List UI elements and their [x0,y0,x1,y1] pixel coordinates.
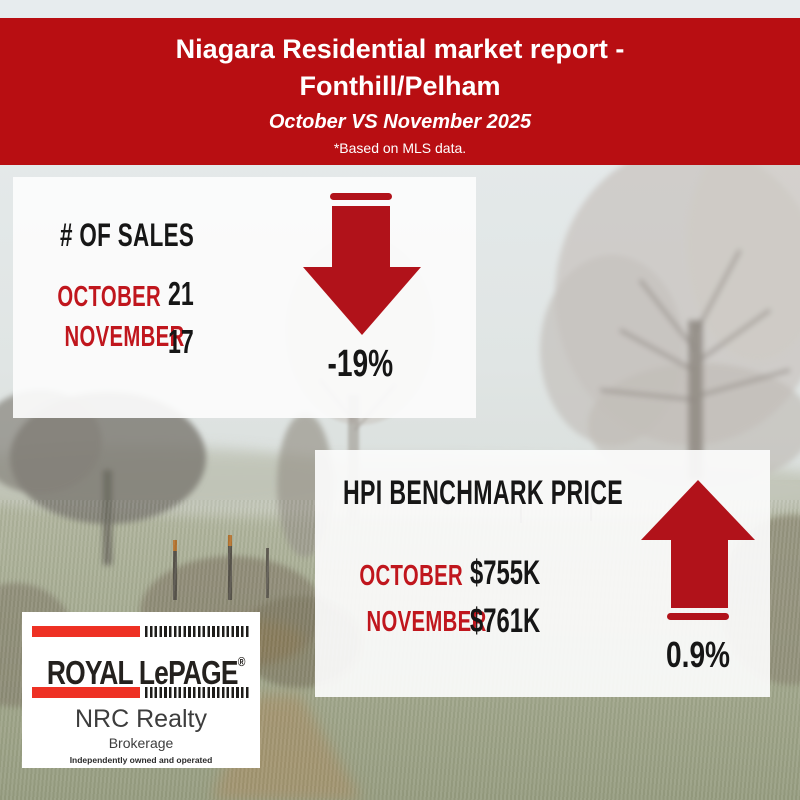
hpi-panel-title: HPI BENCHMARK PRICE [343,474,624,512]
brand-logo-card: ROYAL LePAGE® NRC Realty Brokerage Indep… [22,612,260,768]
hpi-row-november-label: NOVEMBER [366,606,487,638]
header-banner: Niagara Residential market report - Font… [0,18,800,165]
sales-row-november-label: NOVEMBER [64,321,185,353]
hpi-row-november-value: $761K [470,602,541,640]
brokerage-tagline: Independently owned and operated [69,755,213,765]
logo-red-bar-icon [32,687,140,698]
logo-top-bar [22,626,260,637]
hpi-row-october-label: OCTOBER [359,560,463,592]
hpi-change-percent: 0.9% [665,634,731,675]
brand-name: ROYAL LePAGE® [22,643,260,692]
sales-row-october-label: OCTOBER [57,281,161,313]
hpi-row-october-value: $755K [470,554,541,592]
report-note: *Based on MLS data. [333,140,467,156]
sales-panel: # OF SALES OCTOBER 21 NOVEMBER 17 -19% [13,177,476,418]
brand-wordmark: ROYAL LePAGE [46,654,239,691]
brokerage-type: Brokerage [108,735,174,751]
sales-row-november-value: 17 [168,323,194,360]
report-title-line2: Fonthill/Pelham [299,71,501,101]
report-subtitle: October VS November 2025 [268,111,532,133]
sales-change-percent: -19% [327,343,393,385]
report-title-line1: Niagara Residential market report - [175,34,625,64]
logo-stripes-icon [145,626,249,637]
logo-stripes-icon [145,687,249,698]
sales-panel-title: # OF SALES [60,217,195,253]
sales-row-october-value: 21 [168,275,194,312]
logo-red-bar-icon [32,626,140,637]
registered-mark: ® [237,654,246,669]
logo-bottom-bar [22,687,260,698]
hpi-panel: HPI BENCHMARK PRICE OCTOBER $755K NOVEMB… [315,450,770,697]
brokerage-name: NRC Realty [75,705,207,733]
up-arrow-icon [641,480,755,620]
down-arrow-icon [303,193,421,335]
